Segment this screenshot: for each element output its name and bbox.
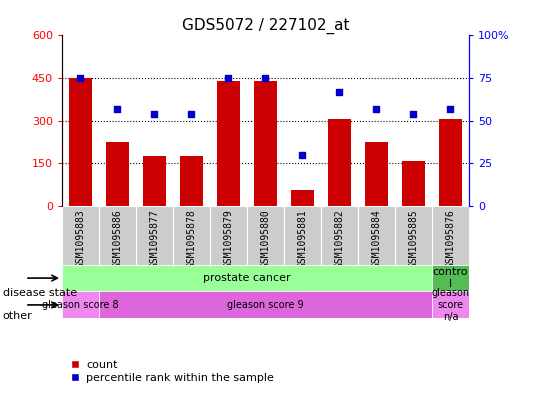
Bar — [70, 78, 92, 206]
Bar — [432, 292, 469, 318]
Point — [150, 111, 159, 117]
Bar — [292, 191, 314, 206]
Bar — [321, 206, 358, 264]
Bar — [402, 161, 425, 206]
Text: GSM1095878: GSM1095878 — [186, 209, 197, 268]
Title: GDS5072 / 227102_at: GDS5072 / 227102_at — [182, 18, 349, 34]
Bar — [99, 292, 432, 318]
Bar — [247, 206, 284, 264]
Bar — [210, 206, 247, 264]
Text: disease state: disease state — [3, 288, 77, 298]
Bar — [328, 119, 350, 206]
Point — [298, 152, 307, 158]
Bar — [62, 292, 99, 318]
Text: contro
l: contro l — [433, 267, 468, 289]
Bar — [254, 81, 277, 206]
Text: GSM1095882: GSM1095882 — [334, 209, 344, 268]
Bar — [432, 206, 469, 264]
Bar — [143, 156, 165, 206]
Bar — [173, 206, 210, 264]
Point — [409, 111, 418, 117]
Text: GSM1095876: GSM1095876 — [445, 209, 455, 268]
Text: gleason score 8: gleason score 8 — [42, 300, 119, 310]
Bar — [432, 264, 469, 292]
Bar — [62, 206, 99, 264]
Bar — [181, 156, 203, 206]
Legend: count, percentile rank within the sample: count, percentile rank within the sample — [65, 355, 278, 387]
Bar — [136, 206, 173, 264]
Point — [187, 111, 196, 117]
Bar — [365, 142, 388, 206]
Bar — [99, 206, 136, 264]
Point — [261, 75, 270, 81]
Point — [335, 88, 344, 95]
Text: GSM1095879: GSM1095879 — [224, 209, 233, 268]
Text: GSM1095883: GSM1095883 — [75, 209, 86, 268]
Point — [372, 106, 381, 112]
Text: gleason score 9: gleason score 9 — [227, 300, 304, 310]
Text: GSM1095880: GSM1095880 — [260, 209, 271, 268]
Bar — [395, 206, 432, 264]
Text: GSM1095881: GSM1095881 — [298, 209, 307, 268]
Bar — [358, 206, 395, 264]
Point — [224, 75, 233, 81]
Point — [76, 75, 85, 81]
Point — [113, 106, 122, 112]
Point — [446, 106, 455, 112]
Text: GSM1095884: GSM1095884 — [371, 209, 382, 268]
Text: prostate cancer: prostate cancer — [203, 273, 291, 283]
Text: other: other — [3, 311, 32, 321]
Bar — [284, 206, 321, 264]
Text: GSM1095877: GSM1095877 — [149, 209, 160, 268]
Bar — [106, 142, 129, 206]
Text: GSM1095885: GSM1095885 — [409, 209, 418, 268]
Text: GSM1095886: GSM1095886 — [113, 209, 122, 268]
Bar — [439, 119, 461, 206]
Text: gleason
score
n/a: gleason score n/a — [431, 288, 469, 321]
Bar — [217, 81, 239, 206]
